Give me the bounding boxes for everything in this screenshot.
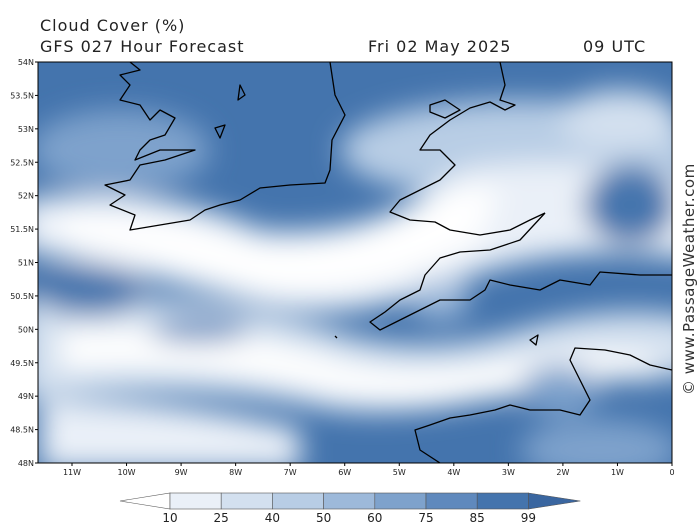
colorbar: 10 25 40 50 60 75 85 99 [119,492,581,525]
colorbar-swatch [476,492,529,510]
date: Fri 02 May 2025 [368,37,511,56]
lon-label: 8W [229,468,242,477]
colorbar-label: 50 [316,511,331,525]
colorbar-swatch [323,492,376,510]
lat-label: 49N [18,392,34,401]
lat-label: 51N [18,259,34,268]
lat-label: 52N [18,192,34,201]
subtitle: GFS 027 Hour Forecast [40,37,245,56]
colorbar-label: 60 [367,511,382,525]
lon-label: 3W [502,468,515,477]
lon-label: 1W [611,468,624,477]
lat-label: 48.5N [10,426,34,435]
lat-label: 49.5N [10,359,34,368]
colorbar-label: 25 [214,511,229,525]
watermark: © www.PassageWeather.com [680,163,698,395]
colorbar-label: 99 [521,511,536,525]
lat-label: 51.5N [10,225,34,234]
lat-label: 52.5N [10,158,34,167]
lon-label: 5W [393,468,406,477]
map [38,62,672,463]
colorbar-end [528,492,581,510]
lat-label: 50.5N [10,292,34,301]
colorbar-label: 10 [162,511,177,525]
time: 09 UTC [583,37,646,56]
colorbar-label: 85 [470,511,485,525]
lon-label: 9W [175,468,188,477]
colorbar-label: 75 [418,511,433,525]
lat-label: 54N [18,58,34,67]
colorbar-label: 40 [265,511,280,525]
lat-label: 48N [18,459,34,468]
lat-label: 50N [18,325,34,334]
lon-label: 11W [63,468,81,477]
lon-label: 2W [556,468,569,477]
colorbar-swatch [374,492,427,510]
colorbar-swatch [169,492,222,510]
axes: 54N 53.5N 53N 52.5N 52N 51.5N 51N 50.5N 50N 49.5N… [10,58,674,477]
lon-label: 7W [284,468,297,477]
lon-label: 10W [117,468,135,477]
colorbar-swatch [272,492,324,510]
colorbar-swatch [425,492,478,510]
colorbar-swatch [220,492,273,510]
lon-label: 6W [338,468,351,477]
lat-label: 53N [18,125,34,134]
colorbar-end [119,492,171,510]
title: Cloud Cover (%) [40,16,185,35]
lon-label: 4W [447,468,460,477]
lon-label: 0 [669,468,674,477]
lat-label: 53.5N [10,91,34,100]
